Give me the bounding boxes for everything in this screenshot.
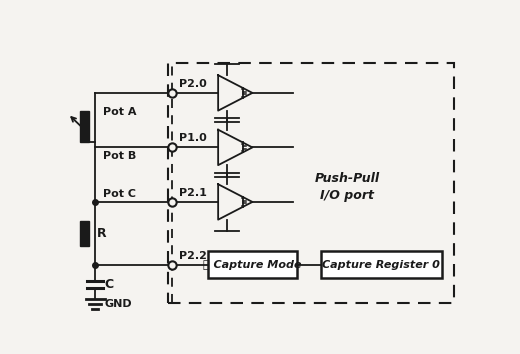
Text: Capture Register 0: Capture Register 0 [322,259,440,270]
Text: R: R [96,227,106,240]
Text: P2.1: P2.1 [179,188,207,198]
Text: Pot B: Pot B [103,150,137,161]
Text: Push-Pull
I/O port: Push-Pull I/O port [315,172,380,202]
FancyBboxPatch shape [208,251,297,278]
Text: ⍿ Capture Mode: ⍿ Capture Mode [203,259,302,270]
Text: Pot A: Pot A [103,107,137,117]
Text: Pot C: Pot C [103,189,136,199]
Bar [80,110,89,142]
Text: GND: GND [105,299,132,309]
FancyBboxPatch shape [321,251,442,278]
Text: P2.0: P2.0 [179,79,207,89]
Text: P1.0: P1.0 [179,133,207,143]
Text: C: C [105,278,113,291]
Text: P2.2: P2.2 [179,251,207,261]
Bar [80,221,89,246]
